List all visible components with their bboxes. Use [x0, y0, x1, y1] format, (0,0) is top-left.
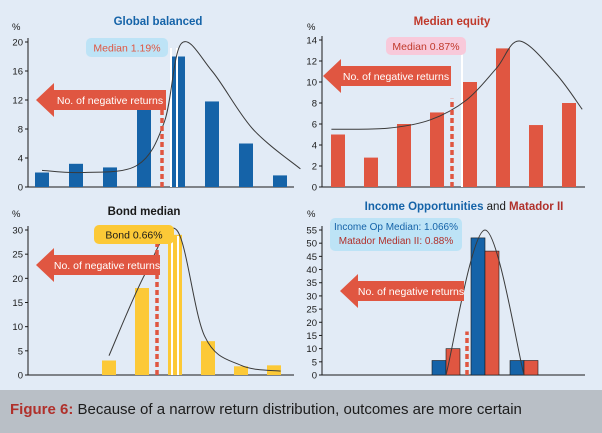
median-label-2: Bond 0.66%: [105, 230, 162, 242]
y-tick-label-3-4: 20: [306, 318, 317, 329]
distribution-curve-0: [41, 41, 301, 174]
y-tick-label-1-6: 12: [306, 57, 317, 68]
y-tick-label-1-4: 8: [312, 99, 317, 110]
bar-1-0-7: [562, 103, 576, 187]
y-tick-label-2-4: 20: [12, 274, 23, 285]
chart-panel-2: Bond median% 0 5 10 15 20 25 30 No. of negative …: [12, 206, 294, 382]
bar-0-0-2: [103, 167, 117, 187]
distribution-curve-2: [108, 227, 281, 372]
bar-1-0-0: [331, 134, 345, 187]
bar-1-0-2: [397, 124, 411, 187]
y-tick-label-1-3: 6: [312, 120, 317, 131]
negative-returns-arrow-1: [323, 59, 451, 93]
bar-3-1-0: [445, 348, 461, 376]
y-tick-label-1-0: 0: [312, 183, 317, 194]
y-tick-label-3-5: 25: [306, 305, 317, 316]
y-tick-label-2-0: 0: [18, 371, 23, 382]
y-tick-label-1-1: 2: [312, 162, 317, 173]
y-tick-label-2-2: 10: [12, 322, 23, 333]
y-tick-label-3-1: 5: [312, 357, 317, 368]
bar-2-0-4: [234, 366, 248, 375]
bar-0-0-0: [35, 172, 49, 187]
negative-returns-arrow-0: [36, 83, 166, 117]
median-label-box-0: [86, 38, 168, 57]
y-tick-label-3-2: 10: [306, 344, 317, 355]
y-tick-label-2-6: 30: [12, 226, 23, 237]
median-label-1: Median 0.87%: [392, 41, 459, 53]
bar-0-0-3: [137, 99, 151, 187]
y-tick-label-3-0: 0: [312, 371, 317, 382]
chart-title-0: Global balanced: [114, 16, 203, 28]
y-unit-label-1: %: [307, 22, 316, 33]
bar-1-0-6: [529, 125, 543, 187]
chart-panel-1: Median equity% 0 2 4 6 8 10 12 14 No. of negative…: [306, 16, 585, 194]
y-tick-label-0-3: 12: [12, 96, 23, 107]
negative-returns-label-0: No. of negative returns: [57, 95, 163, 107]
y-tick-label-3-8: 40: [306, 265, 317, 276]
y-tick-label-0-1: 4: [18, 154, 23, 165]
y-tick-label-3-7: 35: [306, 278, 317, 289]
chart-title-part-1: and: [483, 201, 509, 213]
bar-1-0-3: [430, 112, 444, 187]
y-tick-label-0-4: 16: [12, 67, 23, 78]
y-unit-label-2: %: [12, 209, 21, 220]
chart-title-part-0: Income Opportunities: [365, 201, 484, 213]
median-label-box-3: [330, 218, 462, 251]
bar-3-0-0: [431, 360, 447, 376]
distribution-curve-1: [331, 40, 583, 130]
chart-title-1: Median equity: [414, 16, 491, 28]
chart-title-part-2: Matador II: [509, 201, 563, 213]
chart-panel-3: Income Opportunities and Matador II% 0 5 10…: [306, 201, 585, 382]
chart-title-3: Income Opportunities and Matador II: [365, 201, 564, 213]
bar-2-0-2: [168, 234, 182, 375]
bar-1-0-1: [364, 157, 378, 187]
y-tick-label-1-2: 4: [312, 141, 317, 152]
median-label-box-1: [386, 37, 466, 55]
negative-returns-label-1: No. of negative returns: [343, 71, 449, 83]
y-unit-label-0: %: [12, 22, 21, 33]
y-tick-label-0-0: 0: [18, 183, 23, 194]
bar-2-0-3: [201, 341, 215, 375]
bar-0-0-6: [239, 143, 253, 187]
median-label-box-2: [94, 225, 174, 244]
y-tick-label-0-5: 20: [12, 38, 23, 49]
y-tick-label-3-3: 15: [306, 331, 317, 342]
bar-0-0-7: [273, 175, 287, 187]
distribution-curve-3: [445, 229, 525, 376]
y-tick-label-3-9: 45: [306, 252, 317, 263]
figure-caption-label: Figure 6:: [10, 401, 74, 418]
y-tick-label-3-11: 55: [306, 226, 317, 237]
chart-panel-0: Global balanced% 0 4 8 12 16 20 No. of negative…: [12, 16, 301, 194]
figure-caption: Figure 6: Because of a narrow return dis…: [10, 401, 522, 418]
y-tick-label-2-3: 15: [12, 298, 23, 309]
bar-2-0-0: [102, 360, 116, 375]
bar-3-0-1: [470, 237, 486, 376]
bar-3-1-2: [523, 360, 539, 376]
negative-returns-arrow-3: [340, 274, 464, 308]
figure-caption-text: Because of a narrow return distribution,…: [77, 401, 522, 418]
caption-bar: [0, 390, 602, 433]
y-tick-label-1-7: 14: [306, 36, 317, 47]
y-tick-label-2-1: 5: [18, 346, 23, 357]
median-label-line-1: Matador Median II: 0.88%: [339, 236, 454, 247]
y-tick-label-1-5: 10: [306, 78, 317, 89]
median-label-line-0: Income Op Median: 1.066%: [334, 222, 458, 233]
bar-1-0-5: [496, 48, 510, 188]
bar-1-0-4: [463, 82, 477, 187]
bar-2-0-1: [135, 288, 149, 375]
median-label-0: Median 1.19%: [93, 43, 160, 55]
bar-0-0-1: [69, 163, 83, 187]
y-tick-label-3-10: 50: [306, 239, 317, 250]
negative-returns-label-2: No. of negative returns: [54, 260, 160, 272]
bar-0-0-5: [205, 101, 219, 187]
bar-3-1-1: [484, 250, 500, 376]
chart-title-2: Bond median: [108, 206, 181, 218]
negative-returns-arrow-2: [36, 248, 160, 282]
y-tick-label-2-5: 25: [12, 250, 23, 261]
negative-returns-label-3: No. of negative returns: [358, 286, 464, 298]
y-tick-label-0-2: 8: [18, 125, 23, 136]
y-tick-label-3-6: 30: [306, 291, 317, 302]
y-unit-label-3: %: [307, 209, 316, 220]
